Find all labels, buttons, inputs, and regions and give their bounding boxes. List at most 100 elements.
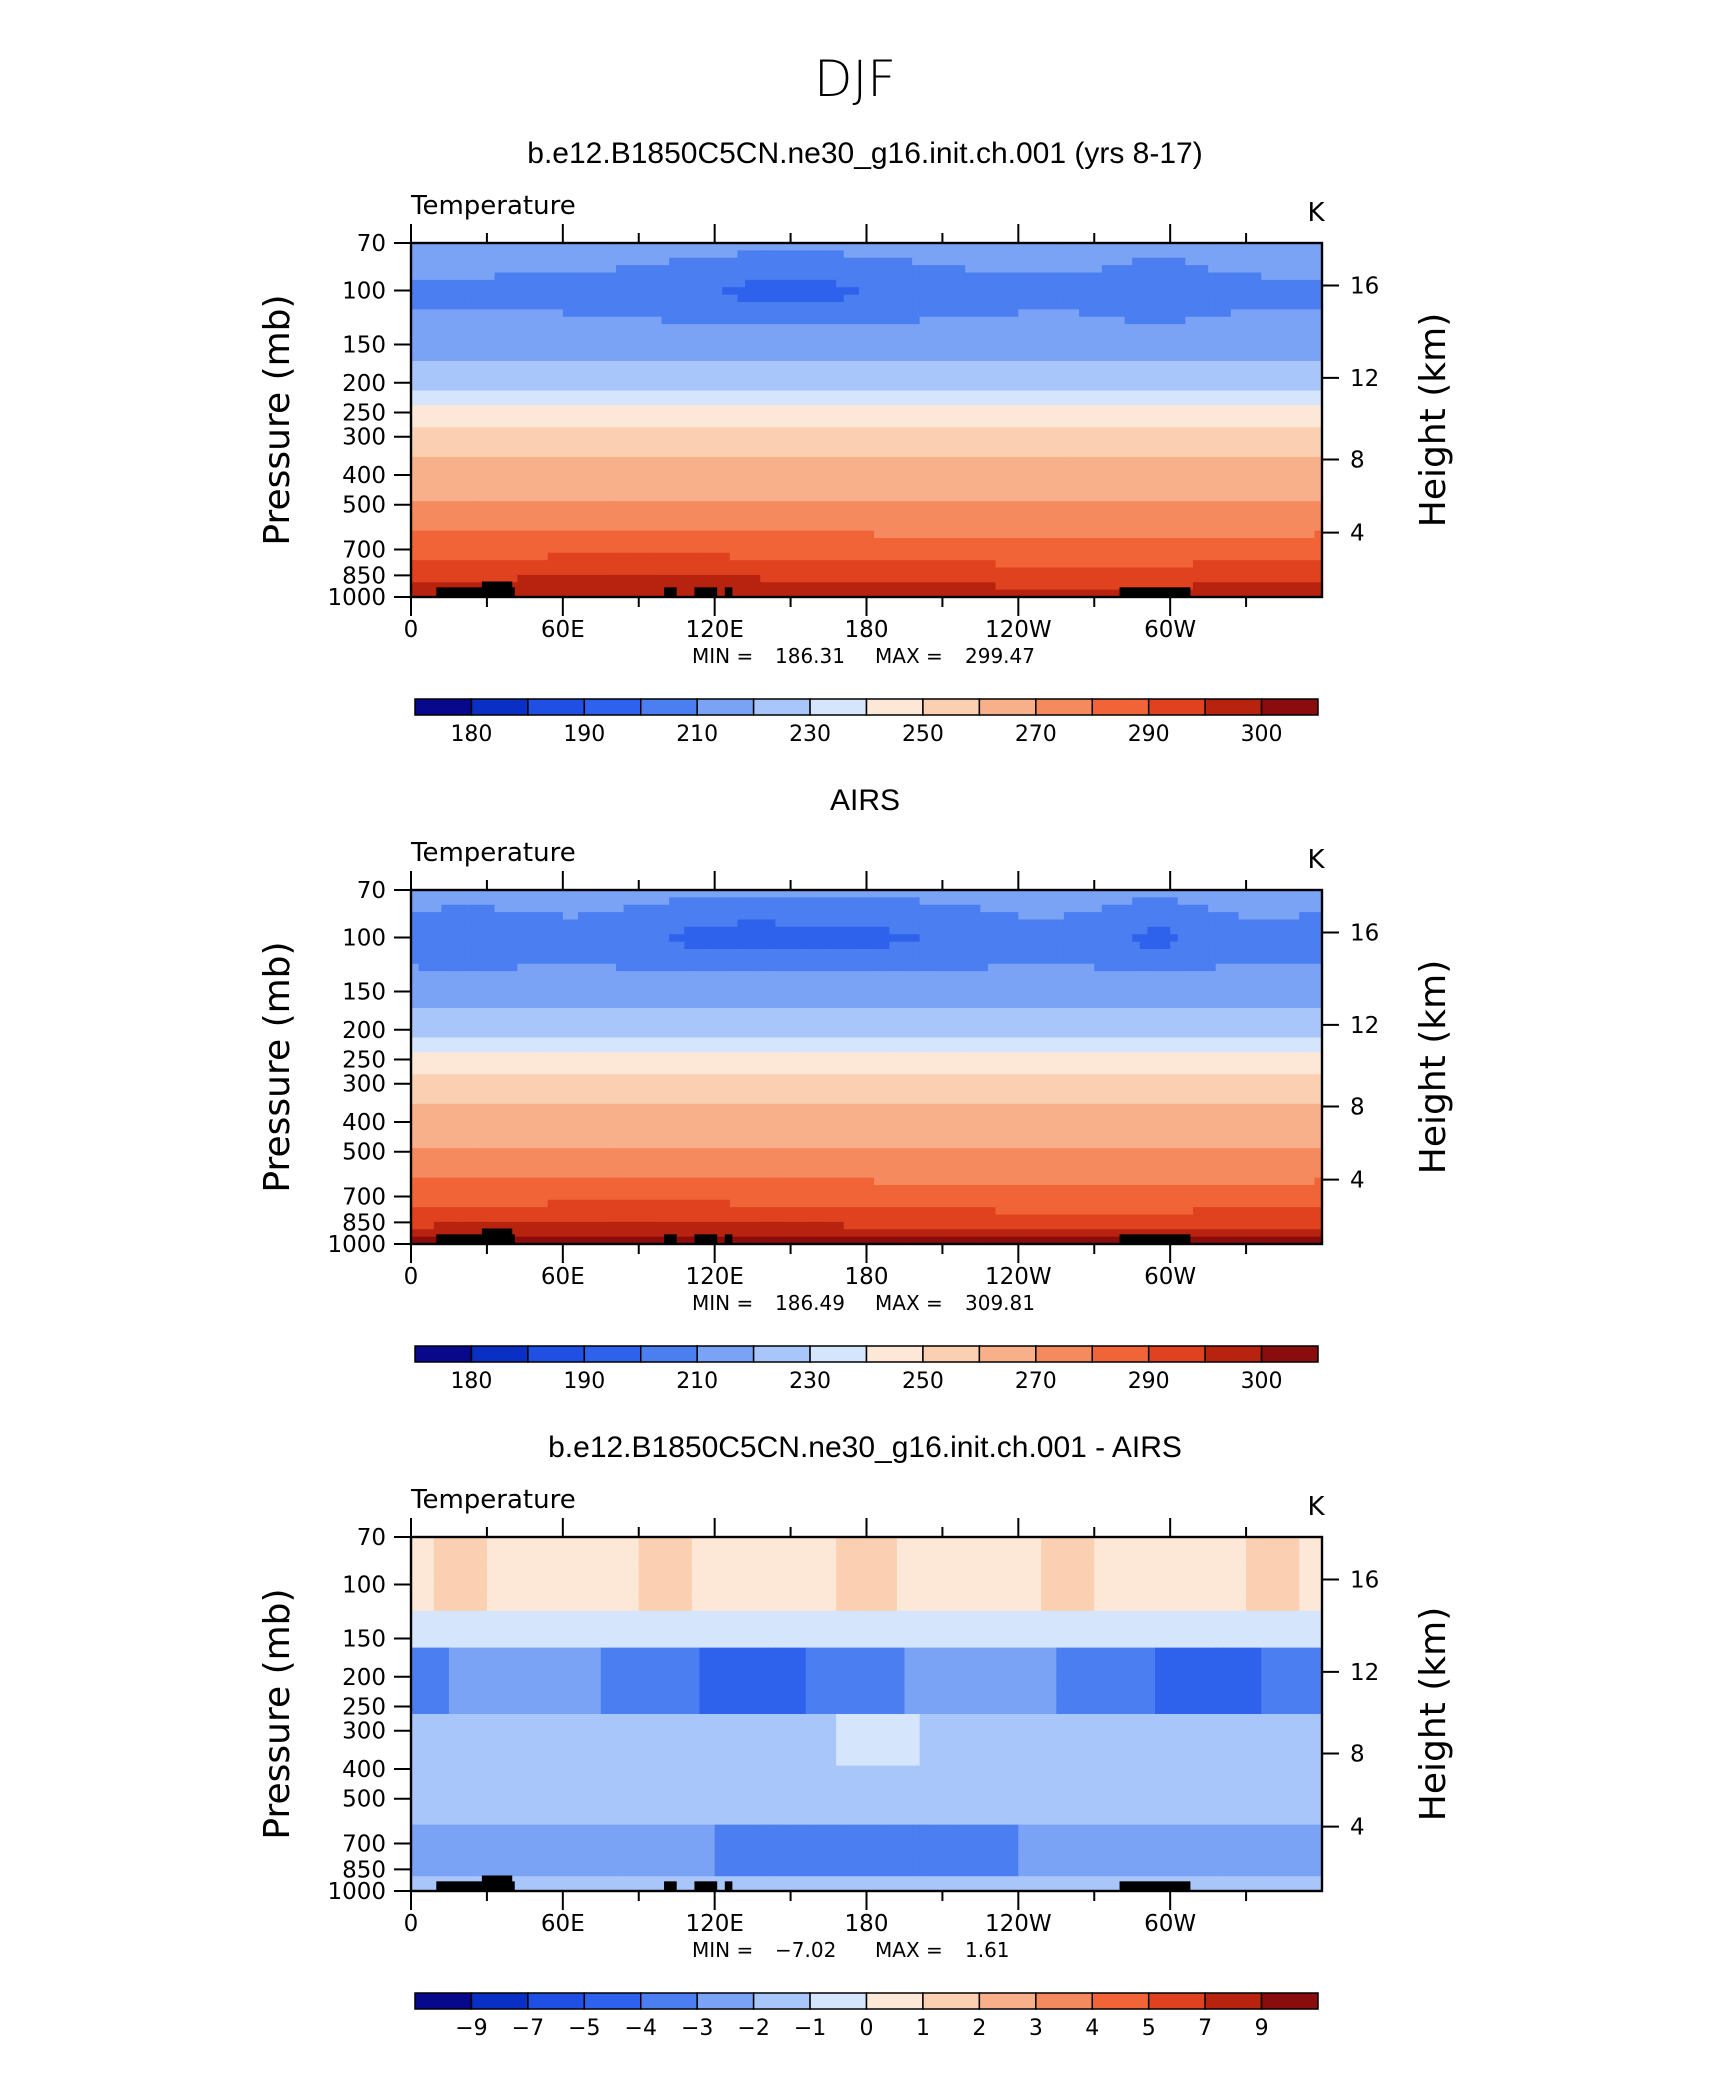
contour-cell [1177,324,1187,333]
contour-cell [517,368,526,377]
contour-cell [1284,515,1293,524]
contour-cell [1223,250,1232,259]
contour-cell [1018,420,1027,429]
contour-cell [661,361,670,370]
contour-cell [767,243,777,252]
contour-cell [1056,272,1065,281]
contour-cell [691,420,701,429]
contour-cell [972,338,982,347]
contour-cell [471,243,481,252]
contour-cell [843,538,853,547]
contour-cell [1063,375,1073,384]
contour-cell [486,538,496,547]
contour-cell [570,405,579,414]
contour-cell [805,442,815,451]
contour-cell [707,420,716,429]
contour-cell [456,545,465,554]
contour-cell [540,412,549,421]
contour-cell [919,449,928,458]
contour-cell [1025,412,1035,421]
contour-cell [1033,383,1042,392]
contour-cell [1079,361,1088,370]
contour-cell [1170,412,1179,421]
contour-cell [486,279,496,288]
contour-cell [1094,279,1103,288]
contour-cell [562,309,572,318]
contour-cell [775,279,784,288]
contour-cell [957,316,966,325]
contour-cell [722,397,731,406]
contour-cell [950,390,959,399]
contour-cell [790,331,799,340]
contour-cell [1223,442,1232,451]
contour-cell [676,265,685,274]
contour-cell [889,279,898,288]
contour-cell [889,257,898,266]
contour-cell [1010,390,1020,399]
contour-cell [524,420,534,429]
contour-cell [593,420,602,429]
contour-cell [631,530,640,539]
contour-cell [623,368,632,377]
contour-cell [1284,265,1293,274]
contour-cell [775,434,784,443]
contour-cell [767,530,777,539]
contour-cell [1177,353,1187,362]
contour-cell [942,538,951,547]
contour-cell [775,464,784,473]
contour-cell [1200,257,1209,266]
contour-cell [1223,265,1232,274]
contour-cell [1306,464,1316,473]
contour-cell [615,545,625,554]
contour-cell [858,250,868,259]
contour-cell [775,375,784,384]
contour-cell [1162,493,1171,502]
contour-cell [1170,420,1179,429]
contour-cell [486,361,496,370]
contour-cell [843,287,853,296]
contour-cell [1230,309,1240,318]
contour-cell [1132,361,1141,370]
contour-cell [456,420,465,429]
contour-cell [1079,508,1088,517]
contour-cell [866,294,875,303]
contour-cell [1063,479,1073,488]
contour-cell [1246,324,1255,333]
contour-cell [1192,464,1202,473]
contour-cell [798,442,807,451]
contour-cell [919,456,928,465]
contour-cell [608,265,617,274]
contour-cell [448,486,458,495]
contour-cell [927,412,936,421]
contour-cell [790,493,799,502]
contour-cell [1253,309,1262,318]
contour-cell [1071,361,1080,370]
contour-cell [661,265,670,274]
contour-cell [1253,375,1262,384]
contour-cell [972,324,982,333]
contour-cell [919,390,928,399]
contour-cell [578,272,587,281]
contour-cell [562,464,572,473]
contour-cell [1139,493,1149,502]
contour-cell [881,449,890,458]
contour-cell [1094,442,1103,451]
contour-cell [676,530,685,539]
contour-cell [600,515,610,524]
contour-cell [1132,287,1141,296]
contour-cell [653,471,663,480]
contour-cell [1147,538,1156,547]
contour-cell [411,375,420,384]
contour-cell [1299,361,1308,370]
contour-cell [540,397,549,406]
contour-cell [441,545,450,554]
contour-cell [1048,501,1057,510]
contour-cell [1200,471,1209,480]
contour-cell [737,420,746,429]
contour-cell [555,493,564,502]
contour-cell [972,412,982,421]
contour-cell [1268,331,1278,340]
contour-cell [494,294,503,303]
contour-cell [1071,508,1080,517]
contour-cell [957,324,966,333]
